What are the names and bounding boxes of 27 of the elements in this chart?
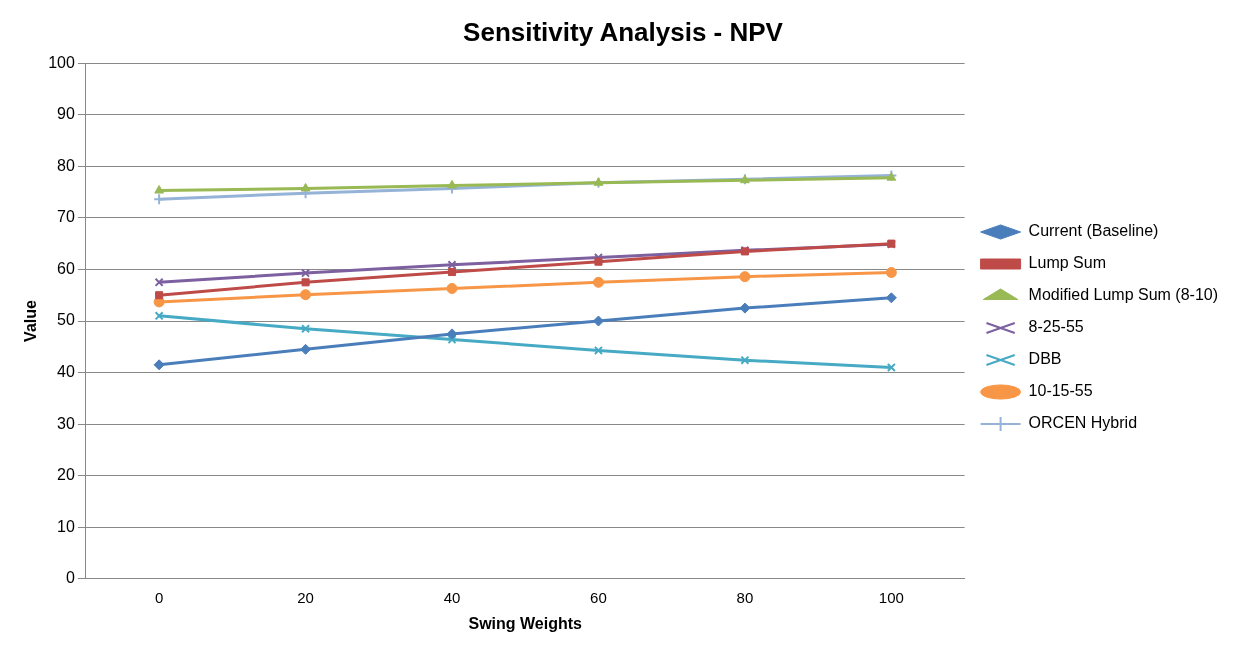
legend-label: Lump Sum (1028, 254, 1106, 272)
y-tick-label: 90 (57, 105, 75, 123)
y-tick-label: 0 (65, 569, 75, 587)
y-axis-title: Value (22, 300, 40, 342)
y-tick-label: 20 (57, 466, 75, 484)
legend-label: ORCEN Hybrid (1028, 414, 1138, 432)
x-tick-label: 100 (878, 588, 904, 606)
y-tick-label: 30 (57, 414, 75, 432)
x-axis-title: Swing Weights (468, 614, 583, 632)
y-tick-label: 40 (57, 362, 75, 380)
x-tick-label: 40 (443, 588, 461, 606)
x-tick-label: 60 (590, 588, 607, 606)
legend-label: DBB (1028, 350, 1062, 368)
y-tick-label: 50 (57, 311, 75, 329)
y-tick-label: 100 (48, 53, 75, 71)
y-tick-label: 60 (57, 259, 75, 277)
y-tick-label: 10 (57, 517, 75, 535)
chart-title: Sensitivity Analysis - NPV (463, 16, 784, 47)
legend-label: 8-25-55 (1028, 318, 1084, 336)
x-tick-label: 0 (154, 588, 164, 606)
x-tick-label: 20 (297, 588, 314, 606)
y-tick-label: 80 (57, 156, 75, 174)
x-tick-label: 80 (736, 588, 754, 606)
y-tick-label: 70 (57, 208, 75, 226)
legend-label: 10-15-55 (1028, 382, 1093, 400)
legend-label: Modified Lump Sum (8-10) (1028, 286, 1219, 304)
legend-label: Current (Baseline) (1028, 222, 1159, 240)
